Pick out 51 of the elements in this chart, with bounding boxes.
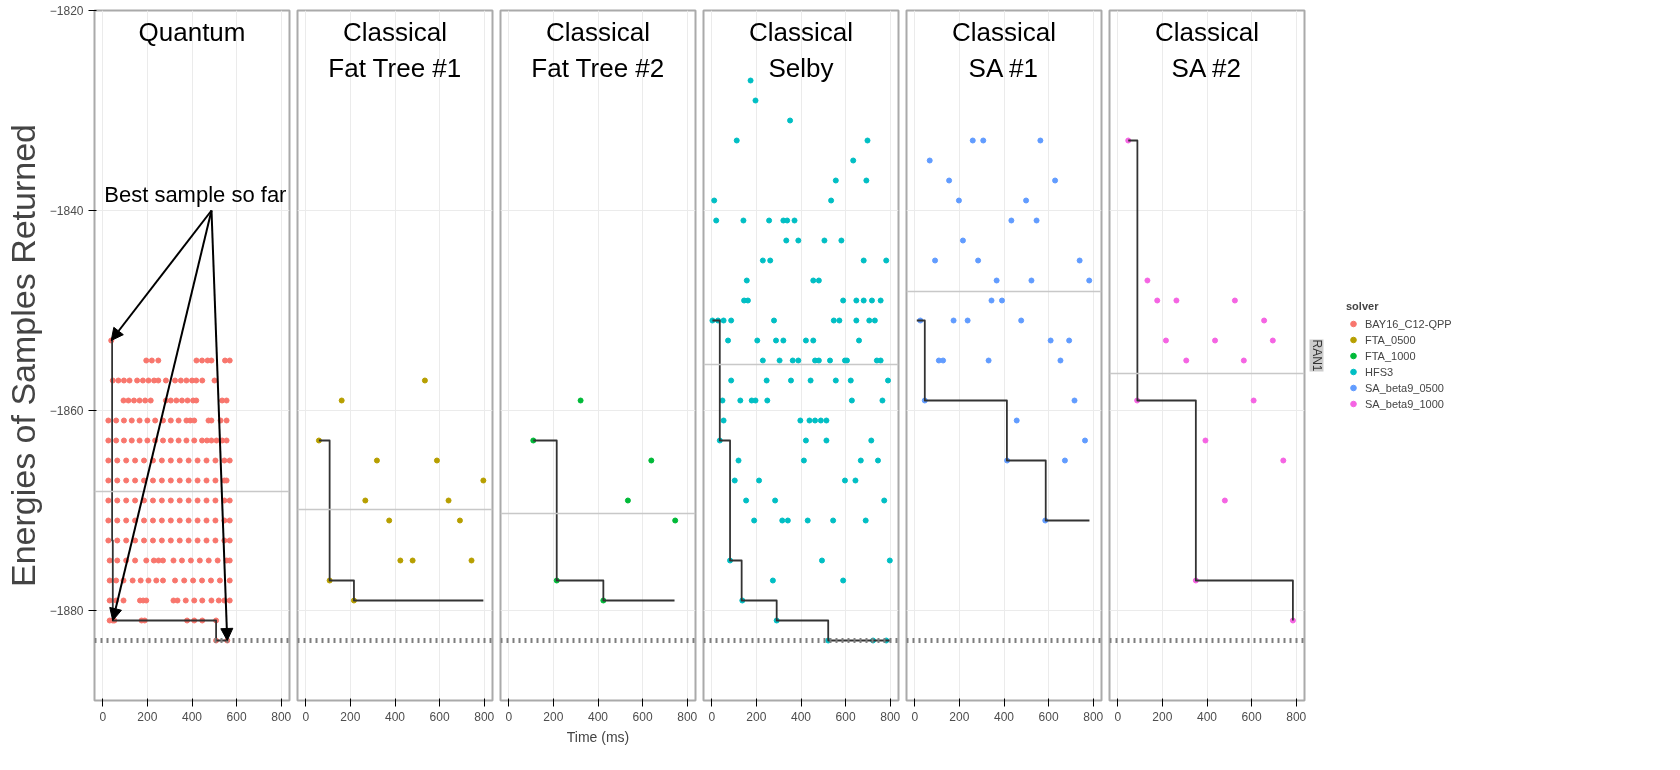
x-tick-label: 0 (708, 709, 716, 724)
x-tick-label: 800 (271, 709, 292, 724)
y-tick-label: −1860 (49, 404, 84, 418)
legend-title: solver (1346, 299, 1380, 312)
x-tick-label: 800 (880, 709, 901, 724)
legend-label: BAY16_C12-QPP (1365, 316, 1452, 331)
x-tick-label: 0 (1114, 709, 1122, 724)
x-tick-label: 600 (429, 709, 450, 724)
x-tick-label: 400 (993, 709, 1015, 724)
text: Classical SA #1 (951, 16, 1057, 83)
x-tick-label: 200 (949, 709, 970, 724)
legend-label: FTA_0500 (1365, 332, 1416, 347)
legend-label: FTA_1000 (1365, 348, 1416, 363)
text: Classical Fat Tree #2 (531, 16, 665, 83)
x-tick-label: 400 (790, 709, 812, 724)
legend-label: HFS3 (1365, 364, 1394, 379)
x-axis-title: Time (ms) (566, 728, 630, 745)
y-tick-label: −1880 (49, 604, 84, 618)
text: RAN1 (1309, 339, 1324, 372)
x-tick-label: 400 (587, 709, 609, 724)
x-tick-label: 400 (181, 709, 203, 724)
y-axis-title: Energies of Samples Returned (3, 123, 42, 588)
x-tick-label: 200 (543, 709, 564, 724)
x-tick-label: 200 (137, 709, 158, 724)
x-tick-label: 600 (632, 709, 653, 724)
x-tick-label: 600 (1241, 709, 1262, 724)
x-tick-label: 800 (1083, 709, 1104, 724)
y-tick-label: −1820 (49, 4, 84, 18)
text: Classical Selby (748, 16, 854, 83)
annotation: Best sample so far (104, 181, 287, 207)
x-tick-label: 0 (505, 709, 513, 724)
x-tick-label: 800 (677, 709, 698, 724)
text: Classical SA #2 (1154, 16, 1260, 83)
x-tick-label: 400 (1196, 709, 1218, 724)
legend-label: SA_beta9_0500 (1365, 380, 1444, 395)
x-tick-label: 400 (384, 709, 406, 724)
x-tick-label: 200 (340, 709, 361, 724)
x-tick-label: 600 (1038, 709, 1059, 724)
y-tick-label: −1840 (49, 204, 84, 218)
x-tick-label: 0 (302, 709, 310, 724)
text: Classical Fat Tree #1 (328, 16, 462, 83)
x-tick-label: 0 (911, 709, 919, 724)
x-tick-label: 200 (1152, 709, 1173, 724)
x-tick-label: 200 (746, 709, 767, 724)
x-tick-label: 0 (99, 709, 107, 724)
x-tick-label: 600 (226, 709, 247, 724)
x-tick-label: 800 (1286, 709, 1307, 724)
chart-title: Quantum (138, 16, 246, 47)
x-tick-label: 600 (835, 709, 856, 724)
legend-label: SA_beta9_1000 (1365, 396, 1444, 411)
x-tick-label: 800 (474, 709, 495, 724)
